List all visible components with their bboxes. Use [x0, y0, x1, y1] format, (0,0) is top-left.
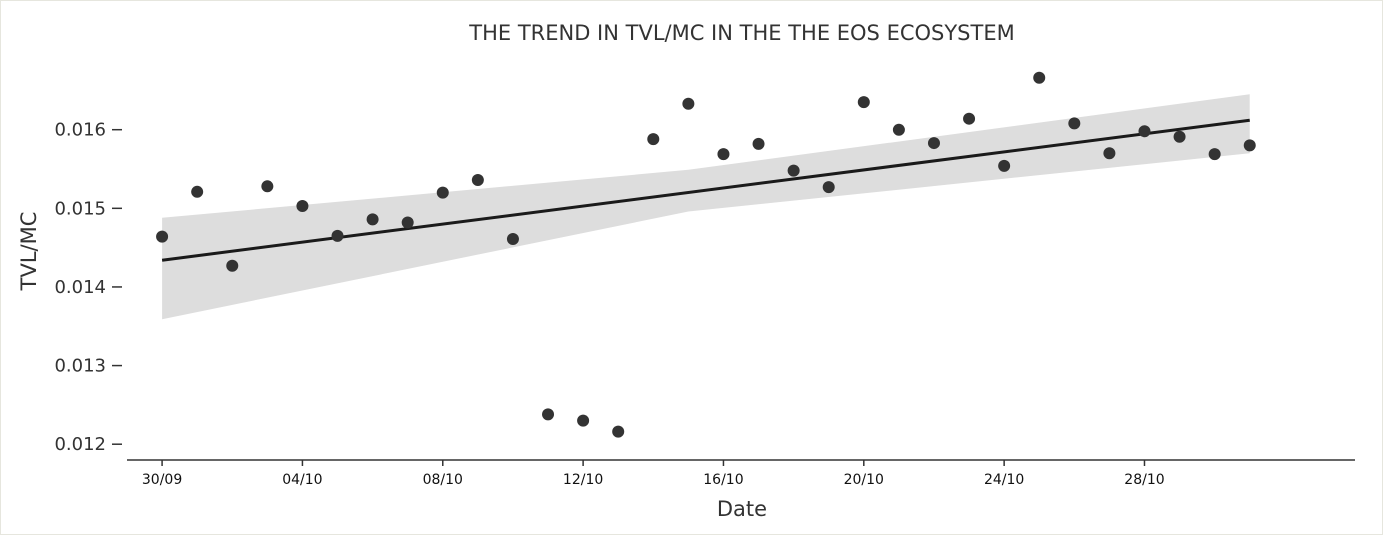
data-point: [436, 186, 449, 199]
data-point: [577, 414, 590, 427]
y-tick-label: 0.014: [54, 277, 106, 298]
x-tick-label: 20/10: [844, 472, 884, 488]
data-point: [612, 425, 625, 438]
data-point: [1173, 130, 1186, 143]
x-tick-label: 24/10: [984, 472, 1024, 488]
x-tick-label: 30/09: [142, 472, 182, 488]
data-point: [752, 137, 765, 150]
confidence-band-layer: [162, 94, 1250, 320]
data-point: [542, 408, 555, 421]
data-point: [1103, 147, 1116, 160]
data-point: [647, 133, 660, 146]
data-point: [296, 199, 309, 212]
x-tick-label: 12/10: [563, 472, 603, 488]
y-tick-label: 0.013: [54, 356, 106, 377]
x-axis-label: Date: [717, 497, 767, 521]
regression-line: [161, 118, 1250, 262]
y-tick-label: 0.015: [54, 198, 106, 219]
x-axis: 30/09 04/10 08/10 12/10 16/10 20/10 24/10 28/10: [127, 459, 1355, 488]
x-tick-label: 16/10: [703, 472, 743, 488]
data-points-layer: [156, 71, 1256, 438]
regression-line-layer: [161, 118, 1250, 262]
data-point: [156, 230, 169, 243]
data-point: [1208, 148, 1221, 161]
data-point: [927, 137, 940, 150]
data-point: [717, 148, 730, 161]
data-point: [822, 181, 835, 194]
data-point: [682, 97, 695, 110]
data-point: [366, 213, 379, 226]
x-tick-label: 04/10: [282, 472, 322, 488]
data-point: [506, 232, 519, 245]
data-point: [191, 185, 204, 198]
y-tick-label: 0.012: [54, 434, 106, 455]
y-axis: 0.012 0.013 0.014 0.015 0.016: [54, 120, 122, 455]
confidence-band: [162, 94, 1250, 320]
chart-title: THE TREND IN TVL/MC IN THE THE EOS ECOSY…: [468, 21, 1014, 45]
data-point: [787, 164, 800, 177]
data-point: [892, 123, 905, 136]
y-axis-label: TVL/MC: [17, 212, 41, 292]
data-point: [998, 159, 1011, 172]
data-point: [226, 259, 239, 272]
data-point: [331, 229, 344, 242]
x-tick-label: 08/10: [423, 472, 463, 488]
data-point: [1138, 125, 1151, 138]
data-point: [261, 180, 274, 193]
data-point: [401, 216, 414, 229]
y-tick-label: 0.016: [54, 120, 106, 141]
data-point: [963, 112, 976, 125]
data-point: [1033, 71, 1046, 84]
data-point: [1068, 117, 1081, 130]
data-point: [471, 174, 484, 187]
x-tick-label: 28/10: [1124, 472, 1164, 488]
data-point: [1243, 139, 1256, 152]
data-point: [857, 96, 870, 109]
